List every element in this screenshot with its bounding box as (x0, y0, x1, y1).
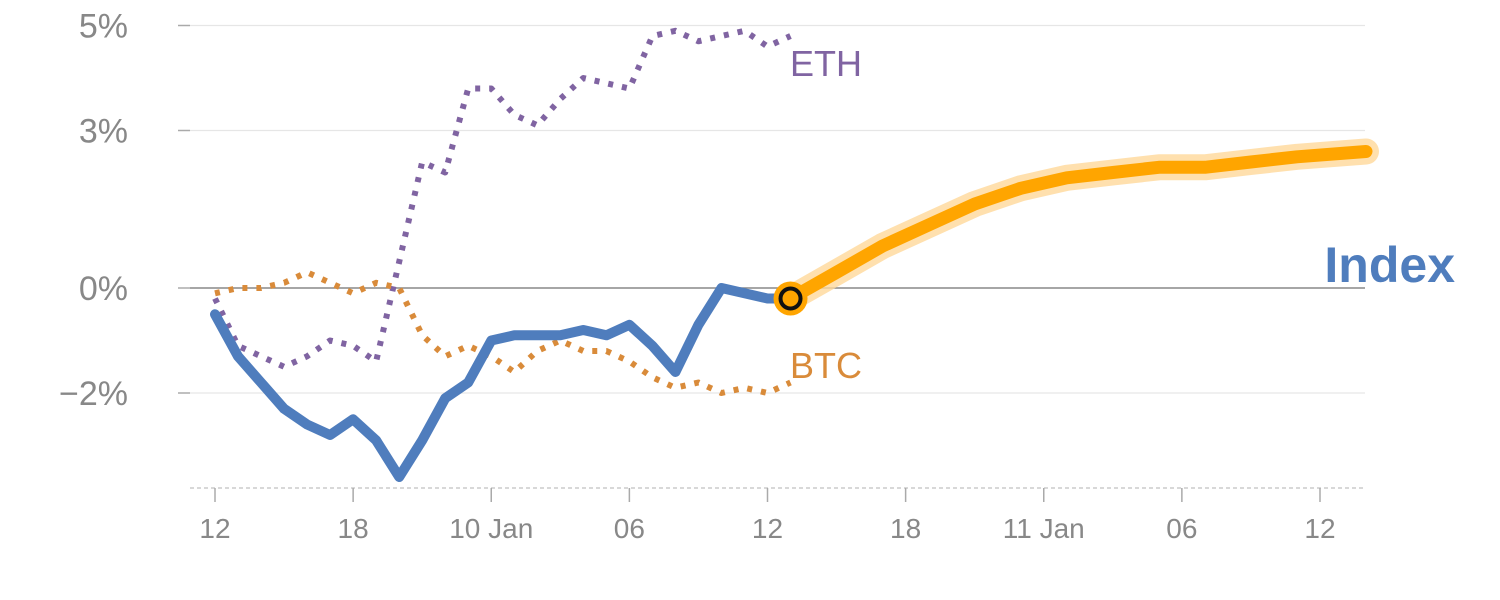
x-tick-label: 18 (890, 513, 921, 544)
x-tick-label: 10 Jan (449, 513, 533, 544)
btc-line (214, 269, 792, 396)
x-tick-label: 12 (1304, 513, 1335, 544)
y-tick-label: 3% (79, 113, 128, 151)
btc-series-label: BTC (790, 345, 862, 386)
x-tick-label: 11 Jan (1003, 513, 1085, 544)
x-tick-label: 18 (338, 513, 369, 544)
current-marker (773, 281, 808, 316)
index-line (210, 283, 796, 482)
grid-lines (190, 24, 1365, 489)
eth-series-label: ETH (790, 43, 862, 84)
y-tick-label: 5% (79, 8, 128, 46)
x-tick-label: 06 (1166, 513, 1197, 544)
index-series-label: Index (1324, 237, 1455, 293)
labels: ETH BTC Index (790, 43, 1455, 386)
axis-ticks: 5% 3% 0% −2% 12 18 10 Jan 06 12 18 11 Jan 06 12 (59, 8, 1336, 545)
forecast-line (784, 145, 1373, 305)
y-tick-label: −2% (59, 375, 128, 413)
x-tick-label: 12 (199, 513, 230, 544)
marker-center-dot (778, 286, 803, 311)
series-lines (210, 27, 1379, 482)
x-tick-label: 12 (752, 513, 783, 544)
x-tick-label: 06 (614, 513, 645, 544)
y-tick-label: 0% (79, 270, 128, 308)
